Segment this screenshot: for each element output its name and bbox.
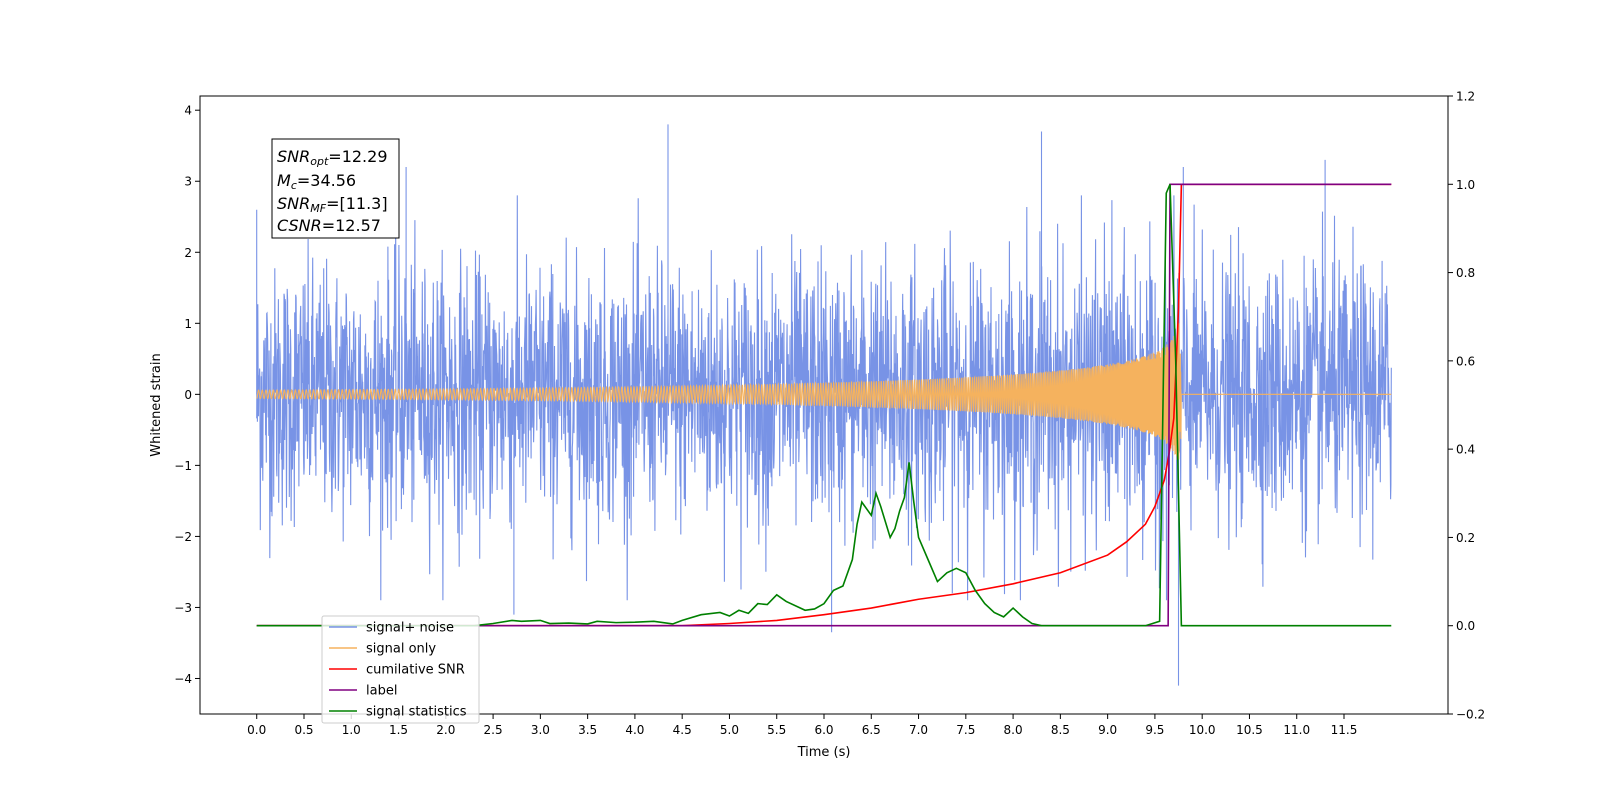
series-line-signal-only	[256, 323, 1392, 460]
x-tick-label-7-5: 7.5	[956, 723, 975, 737]
x-axis-ticks: 0.0 0.5 1.0 1.5 2.0 2.5 3.0 3.5 4.0 4.5 5.0 5.5 6.0 6…	[247, 714, 1357, 737]
x-tick-label-1-5: 1.5	[389, 723, 408, 737]
x-tick-label-5-0: 5.0	[720, 723, 739, 737]
series-line-cumilative-snr	[256, 183, 1392, 627]
y-axis-label: Whitened strain	[149, 353, 164, 456]
legend-label-signal-plus-noise: signal+ noise	[366, 621, 454, 636]
y-tick-label-minus-2: −2	[174, 530, 192, 544]
legend-label-label: label	[366, 684, 397, 699]
y-right-tick-label-0-6: 0.6	[1456, 354, 1475, 368]
x-tick-label-0-5: 0.5	[294, 723, 313, 737]
series-line-signal-statistics	[256, 183, 1392, 627]
y-right-tick-label-0-8: 0.8	[1456, 266, 1475, 280]
stats-annotation-box: SNRopt=12.29 Mc=34.56 SNRMF=[11.3] CSNR=…	[271, 138, 400, 239]
x-tick-label-7-0: 7.0	[909, 723, 928, 737]
stat-csnr: CSNR=12.57	[277, 216, 381, 235]
y-right-tick-label-0-0: 0.0	[1456, 619, 1475, 633]
series-line-label	[256, 183, 1392, 627]
stat-snr-opt: SNRopt=12.29	[277, 147, 388, 168]
legend-label-signal-only: signal only	[366, 642, 436, 657]
y-right-tick-label-0-4: 0.4	[1456, 443, 1475, 457]
x-tick-label-9-5: 9.5	[1145, 723, 1164, 737]
y-tick-label-4: 4	[184, 104, 192, 118]
stats-box-frame	[271, 138, 400, 239]
x-tick-label-10-0: 10.0	[1189, 723, 1216, 737]
stat-snr-mf: SNRMF=[11.3]	[277, 194, 388, 215]
legend: signal+ noise signal only cumilative SNR…	[321, 615, 480, 724]
x-tick-label-4-5: 4.5	[673, 723, 692, 737]
stat-mc: Mc=34.56	[277, 171, 356, 192]
y-right-tick-label-1-2: 1.2	[1456, 90, 1475, 104]
x-tick-label-1-0: 1.0	[342, 723, 361, 737]
x-axis-label: Time (s)	[797, 745, 851, 760]
y-axis-ticks: −4 −3 −2 −1 0 1 2 3 4	[174, 104, 200, 686]
y-right-tick-label-1-0: 1.0	[1456, 178, 1475, 192]
x-tick-label-2-0: 2.0	[436, 723, 455, 737]
y-tick-label-1: 1	[184, 317, 192, 331]
x-tick-label-6-5: 6.5	[862, 723, 881, 737]
x-tick-label-11-5: 11.5	[1331, 723, 1358, 737]
legend-label-signal-statistics: signal statistics	[366, 705, 467, 720]
x-tick-label-2-5: 2.5	[484, 723, 503, 737]
y-tick-label-minus-1: −1	[174, 459, 192, 473]
x-tick-label-4-0: 4.0	[625, 723, 644, 737]
x-tick-label-0-0: 0.0	[247, 723, 266, 737]
x-tick-label-5-5: 5.5	[767, 723, 786, 737]
x-tick-label-8-0: 8.0	[1004, 723, 1023, 737]
y-tick-label-minus-4: −4	[174, 672, 192, 686]
x-tick-label-6-0: 6.0	[814, 723, 833, 737]
x-tick-label-3-0: 3.0	[531, 723, 550, 737]
y-tick-label-minus-3: −3	[174, 601, 192, 615]
y-right-tick-label-0-2: 0.2	[1456, 531, 1475, 545]
x-tick-label-3-5: 3.5	[578, 723, 597, 737]
x-tick-label-9-0: 9.0	[1098, 723, 1117, 737]
plot-series-layer	[256, 124, 1392, 686]
y-tick-label-2: 2	[184, 246, 192, 260]
legend-frame	[321, 615, 480, 724]
y-right-tick-label-minus-0-2: −0.2	[1456, 708, 1485, 722]
legend-label-cumilative-snr: cumilative SNR	[366, 663, 465, 678]
y-axis-right-ticks: −0.2 0.0 0.2 0.4 0.6 0.8 1.0 1.2	[1448, 90, 1485, 722]
x-tick-label-11-0: 11.0	[1283, 723, 1310, 737]
series-line-signal-plus-noise	[256, 124, 1392, 686]
x-tick-label-8-5: 8.5	[1051, 723, 1070, 737]
x-tick-label-10-5: 10.5	[1236, 723, 1263, 737]
y-tick-label-3: 3	[184, 175, 192, 189]
y-tick-label-0: 0	[184, 388, 192, 402]
